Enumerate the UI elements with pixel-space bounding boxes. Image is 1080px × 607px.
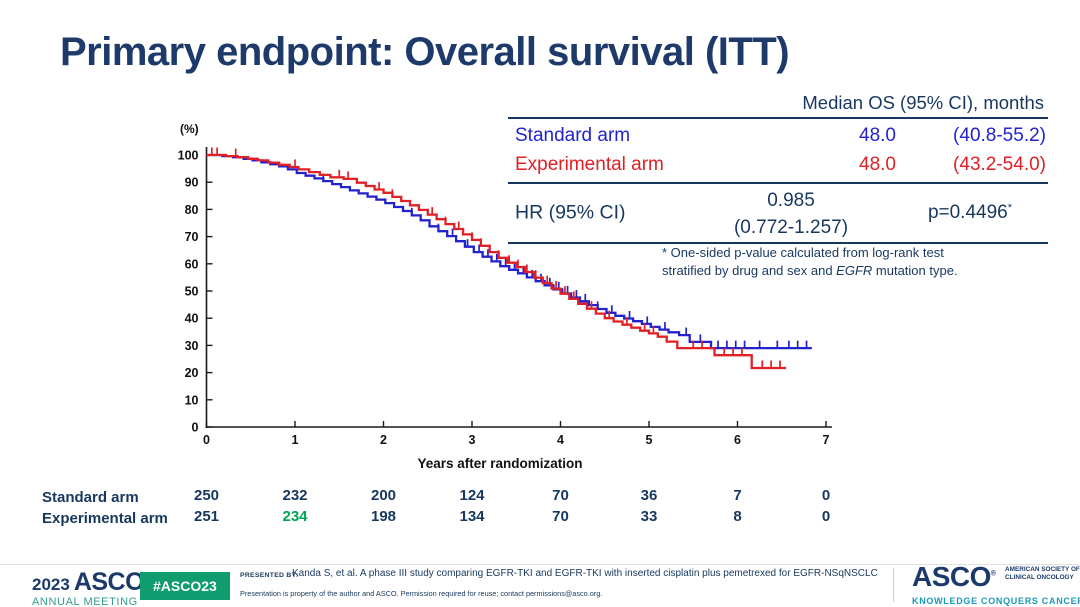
median-os-table: Median OS (95% CI), months Standard arm …: [508, 92, 1048, 244]
y-tick-label: 60: [185, 257, 199, 271]
annual-meeting-label: ANNUAL MEETING: [32, 596, 138, 607]
hr-value: 0.985: [767, 190, 815, 211]
risk-count: 7: [733, 487, 742, 504]
experimental-arm-median: 48.0: [859, 153, 896, 175]
asco-logo-row: 2023 ASCO®: [32, 568, 149, 597]
hr-label: HR (95% CI): [515, 201, 626, 224]
asco-society-row: ASCO® AMERICAN SOCIETY OF CLINICAL ONCOL…: [912, 561, 1080, 593]
y-tick-label: 40: [185, 312, 199, 326]
hr-ci: (0.772-1.257): [733, 217, 849, 238]
presented-by-label: PRESENTED BY:: [240, 572, 299, 579]
society-name-line1: AMERICAN SOCIETY OF: [1005, 566, 1080, 573]
y-tick-label: 100: [178, 149, 199, 163]
risk-count: 234: [282, 508, 308, 525]
asco-society-wordmark-text: ASCO: [912, 561, 991, 592]
risk-count: 250: [193, 487, 220, 504]
p-value-footnote: * One-sided p-value calculated from log-…: [662, 244, 958, 280]
y-tick-label: 0: [192, 421, 199, 435]
experimental-arm-label: Experimental arm: [515, 153, 664, 175]
x-tick-label: 7: [823, 433, 830, 447]
risk-row-label-experimental: Experimental arm: [42, 510, 168, 527]
registered-mark-icon: ®: [990, 570, 996, 578]
society-name: AMERICAN SOCIETY OF CLINICAL ONCOLOGY: [1005, 566, 1080, 581]
footer-divider: [0, 564, 1080, 565]
x-tick-label: 3: [469, 433, 476, 447]
risk-count: 232: [282, 487, 308, 504]
risk-row-label-standard: Standard arm: [42, 489, 139, 506]
footnote-line2-post: mutation type.: [872, 263, 958, 278]
risk-count: 198: [370, 508, 397, 525]
y-tick-label: 90: [185, 176, 199, 190]
p-value: p=0.4496*: [928, 202, 1012, 224]
risk-count: 134: [459, 508, 485, 525]
permission-disclaimer: Presentation is property of the author a…: [240, 589, 603, 598]
risk-count: 70: [552, 487, 569, 504]
median-os-header: Median OS (95% CI), months: [508, 92, 1048, 119]
y-axis-unit-label: (%): [180, 122, 199, 136]
y-tick-label: 30: [185, 339, 199, 353]
standard-arm-median: 48.0: [859, 124, 896, 146]
y-tick-label: 80: [185, 203, 199, 217]
y-tick-label: 50: [185, 285, 199, 299]
risk-count: 33: [640, 508, 658, 525]
standard-arm-ci: (40.8-55.2): [953, 124, 1046, 146]
p-value-text: p=0.4496: [927, 202, 1008, 224]
x-tick-label: 2: [380, 433, 387, 447]
asco-society-logo: ASCO® AMERICAN SOCIETY OF CLINICAL ONCOL…: [912, 561, 1080, 606]
asco-wordmark: ASCO®: [74, 568, 149, 597]
footnote-line2-pre: stratified by drug and sex and: [662, 263, 837, 278]
asco-wordmark-text: ASCO: [73, 568, 145, 596]
asco-tagline: KNOWLEDGE CONQUERS CANCER: [912, 596, 1080, 606]
experimental-arm-ci: (43.2-54.0): [953, 153, 1046, 175]
x-tick-label: 6: [734, 433, 741, 447]
footnote-line-2: stratified by drug and sex and EGFR muta…: [662, 262, 958, 280]
risk-count: 8: [733, 508, 742, 525]
km-curve-standard: [206, 153, 812, 350]
page-title: Primary endpoint: Overall survival (ITT): [60, 30, 790, 74]
p-value-asterisk: *: [1007, 201, 1012, 214]
asco-annual-meeting-logo: 2023 ASCO® ANNUAL MEETING: [32, 568, 149, 607]
hazard-ratio-row: HR (95% CI) 0.985 (0.772-1.257) p=0.4496…: [508, 184, 1048, 244]
risk-count: 36: [640, 487, 658, 504]
y-tick-label: 70: [185, 230, 199, 244]
risk-count: 251: [193, 508, 220, 525]
risk-count: 70: [552, 508, 569, 525]
asco23-hashtag-badge: #ASCO23: [140, 572, 230, 600]
asco-society-wordmark: ASCO®: [912, 561, 996, 593]
y-tick-label: 20: [185, 366, 199, 380]
presented-by-text: Kanda S, et al. A phase III study compar…: [292, 568, 878, 579]
median-os-rows: Standard arm 48.0 (40.8-55.2) Experiment…: [508, 119, 1048, 184]
risk-count: 200: [370, 487, 397, 504]
society-name-line2: CLINICAL ONCOLOGY: [1005, 573, 1074, 581]
risk-count: 0: [821, 487, 831, 504]
x-tick-label: 1: [292, 433, 299, 447]
y-tick-label: 10: [185, 393, 199, 407]
footer-vertical-divider: [893, 568, 894, 602]
median-os-row-standard: Standard arm 48.0 (40.8-55.2): [508, 121, 1048, 150]
risk-count: 124: [459, 487, 485, 504]
footnote-line-1: * One-sided p-value calculated from log-…: [662, 245, 944, 260]
median-os-row-experimental: Experimental arm 48.0 (43.2-54.0): [508, 150, 1048, 179]
x-axis-title: Years after randomization: [417, 456, 583, 471]
logo-year: 2023: [32, 575, 70, 594]
x-tick-label: 5: [646, 433, 653, 447]
x-tick-label: 0: [203, 433, 210, 447]
hr-values: 0.985 (0.772-1.257): [734, 187, 848, 241]
standard-arm-label: Standard arm: [515, 124, 631, 146]
risk-count: 0: [821, 508, 831, 525]
x-tick-label: 4: [557, 433, 564, 447]
footnote-egfr: EGFR: [836, 263, 873, 278]
